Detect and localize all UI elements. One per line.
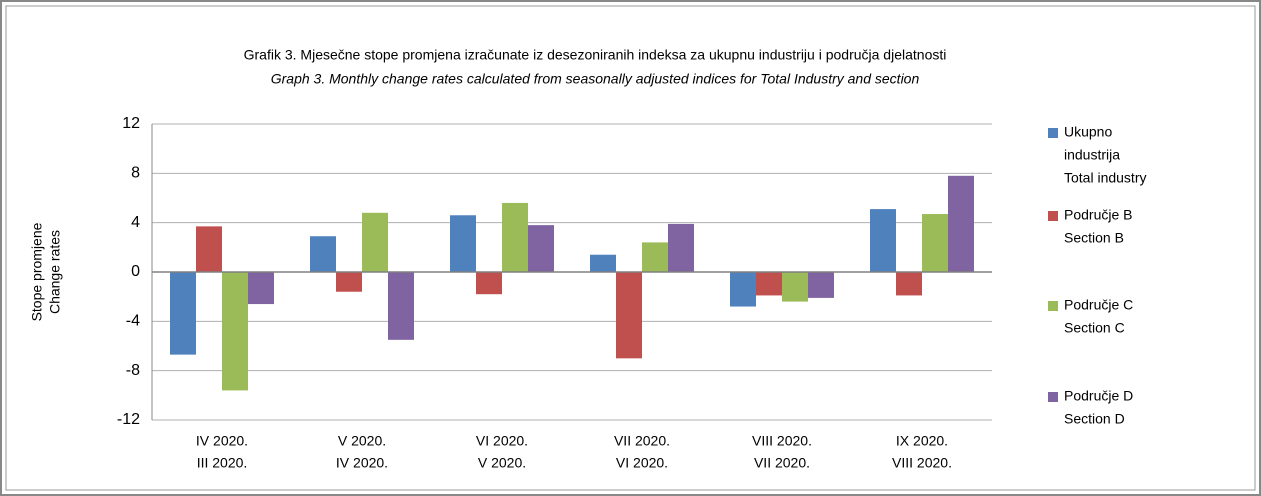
bar [528,225,554,272]
bar [362,212,388,272]
bar [222,272,248,391]
x-tick-label: VI 2020. [476,433,528,449]
x-tick-label: V 2020. [338,433,386,449]
x-tick-label: IV 2020. [336,455,388,471]
y-tick-label: 8 [131,165,140,182]
bar [388,272,414,340]
bar [450,215,476,272]
y-tick-label: -4 [126,313,140,330]
chart-title: Grafik 3. Mjesečne stope promjena izraču… [244,47,947,63]
legend-label: Total industry [1064,170,1146,186]
bar [808,272,834,298]
bar [948,175,974,272]
legend-label: Ukupno [1064,124,1112,140]
bar [896,272,922,296]
bar [642,242,668,272]
legend-label: Područje C [1064,297,1133,313]
x-tick-label: V 2020. [478,455,526,471]
y-tick-label: -8 [126,362,140,379]
x-tick-label: VIII 2020. [752,433,812,449]
bar [196,226,222,272]
x-tick-label: IX 2020. [896,433,948,449]
legend-swatch [1048,301,1058,311]
bar [590,254,616,272]
x-tick-label: III 2020. [197,455,248,471]
bar [248,272,274,305]
y-axis-label: Stope promjene [29,222,45,321]
legend-label: Section C [1064,320,1125,336]
bar [336,272,362,292]
legend-label: Section D [1064,411,1125,427]
bar [668,223,694,272]
bar [170,272,196,355]
y-axis-label: Change rates [47,230,63,314]
x-tick-label: VIII 2020. [892,455,952,471]
x-tick-label: IV 2020. [196,433,248,449]
bar [310,236,336,272]
legend-label: Područje D [1064,388,1133,404]
y-tick-label: -12 [117,411,140,428]
y-tick-label: 0 [131,263,140,280]
bar [870,209,896,272]
y-tick-label: 12 [122,115,140,132]
bar [756,272,782,296]
bar [730,272,756,307]
bar [616,272,642,359]
x-tick-label: VI 2020. [616,455,668,471]
bar [476,272,502,295]
bar [782,272,808,302]
bar [502,202,528,272]
legend-swatch [1048,392,1058,402]
legend-swatch [1048,128,1058,138]
bar [922,214,948,272]
legend-label: Područje B [1064,207,1132,223]
legend-swatch [1048,211,1058,221]
legend-label: Section B [1064,230,1124,246]
legend-label: industrija [1064,147,1120,163]
x-tick-label: VII 2020. [754,455,810,471]
x-tick-label: VII 2020. [614,433,670,449]
chart-subtitle: Graph 3. Monthly change rates calculated… [271,71,920,87]
y-tick-label: 4 [131,214,140,231]
